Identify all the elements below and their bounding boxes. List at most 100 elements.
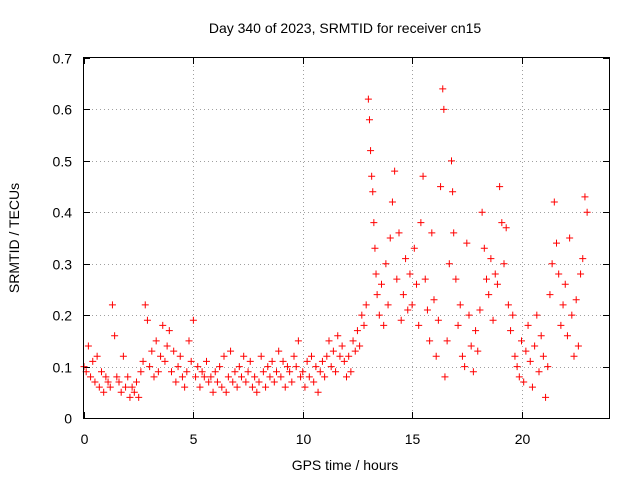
data-point bbox=[102, 373, 110, 381]
data-point bbox=[485, 291, 493, 299]
data-point bbox=[104, 378, 112, 386]
data-point bbox=[143, 316, 151, 324]
data-point bbox=[329, 347, 337, 355]
data-point bbox=[520, 378, 528, 386]
data-point bbox=[356, 342, 364, 350]
data-point bbox=[513, 363, 521, 371]
data-point bbox=[522, 347, 530, 355]
data-point bbox=[448, 157, 455, 165]
data-point bbox=[504, 301, 512, 309]
data-point bbox=[172, 378, 180, 386]
data-point bbox=[176, 352, 184, 360]
data-point bbox=[340, 357, 348, 365]
data-point bbox=[577, 270, 585, 278]
data-point bbox=[440, 105, 448, 113]
data-point bbox=[146, 363, 154, 371]
data-point bbox=[286, 368, 294, 376]
x-tick-label: 0 bbox=[81, 431, 89, 447]
data-point bbox=[550, 198, 558, 206]
data-point bbox=[491, 270, 499, 278]
data-point bbox=[170, 347, 178, 355]
data-point bbox=[537, 332, 545, 340]
data-point bbox=[224, 373, 232, 381]
data-point bbox=[426, 337, 434, 345]
data-point bbox=[338, 342, 346, 350]
data-point bbox=[526, 357, 534, 365]
data-point bbox=[432, 352, 440, 360]
data-point bbox=[399, 291, 407, 299]
data-point bbox=[544, 363, 552, 371]
data-point bbox=[174, 363, 182, 371]
data-point bbox=[157, 352, 165, 360]
data-point bbox=[246, 357, 254, 365]
y-tick-label: 0 bbox=[64, 411, 72, 427]
data-point bbox=[402, 255, 410, 263]
data-point bbox=[259, 368, 267, 376]
data-point bbox=[148, 347, 156, 355]
data-point bbox=[382, 260, 390, 268]
data-point bbox=[257, 352, 265, 360]
data-point bbox=[119, 352, 127, 360]
data-point bbox=[135, 393, 143, 401]
data-point bbox=[244, 368, 252, 376]
data-point bbox=[461, 363, 469, 371]
data-point bbox=[563, 332, 571, 340]
data-point bbox=[312, 363, 320, 371]
data-point bbox=[351, 347, 359, 355]
data-point bbox=[358, 311, 366, 319]
data-point bbox=[360, 321, 368, 329]
data-point bbox=[231, 368, 239, 376]
data-point bbox=[528, 383, 536, 391]
data-point bbox=[345, 352, 353, 360]
data-point bbox=[566, 234, 574, 242]
data-point bbox=[373, 291, 381, 299]
data-point bbox=[349, 337, 357, 345]
data-point bbox=[487, 255, 495, 263]
data-point bbox=[108, 301, 116, 309]
data-point bbox=[496, 183, 504, 191]
data-point bbox=[266, 373, 274, 381]
data-point bbox=[428, 229, 436, 237]
data-point bbox=[253, 388, 261, 396]
data-point bbox=[283, 363, 291, 371]
data-point bbox=[194, 363, 202, 371]
data-point bbox=[445, 260, 453, 268]
data-point bbox=[371, 244, 379, 252]
y-tick-label: 0.2 bbox=[53, 308, 73, 324]
data-point bbox=[469, 368, 477, 376]
data-point bbox=[347, 368, 355, 376]
data-point bbox=[524, 321, 532, 329]
data-point bbox=[548, 260, 556, 268]
data-point bbox=[415, 321, 423, 329]
y-tick-label: 0.1 bbox=[53, 360, 73, 376]
data-point bbox=[372, 270, 380, 278]
data-point bbox=[454, 321, 462, 329]
data-point bbox=[137, 368, 145, 376]
data-point bbox=[87, 373, 95, 381]
data-point bbox=[117, 388, 125, 396]
data-point bbox=[369, 188, 377, 196]
data-point bbox=[213, 378, 221, 386]
data-point bbox=[299, 368, 307, 376]
data-point bbox=[321, 373, 329, 381]
data-point bbox=[489, 316, 497, 324]
data-point bbox=[310, 378, 318, 386]
data-point bbox=[185, 337, 193, 345]
data-point bbox=[467, 342, 475, 350]
data-point bbox=[203, 357, 210, 365]
data-point bbox=[205, 378, 213, 386]
data-point bbox=[391, 167, 399, 175]
data-point bbox=[106, 383, 114, 391]
x-tick-label: 5 bbox=[190, 431, 198, 447]
data-point bbox=[242, 378, 250, 386]
data-point bbox=[557, 321, 565, 329]
chart-title: Day 340 of 2023, SRMTID for receiver cn1… bbox=[209, 20, 482, 36]
data-point bbox=[410, 244, 418, 252]
data-point bbox=[292, 363, 300, 371]
data-point bbox=[386, 234, 394, 242]
data-point bbox=[572, 296, 580, 304]
plot-frame bbox=[83, 57, 610, 419]
data-point bbox=[130, 388, 138, 396]
data-points bbox=[80, 85, 591, 401]
data-point bbox=[318, 357, 326, 365]
